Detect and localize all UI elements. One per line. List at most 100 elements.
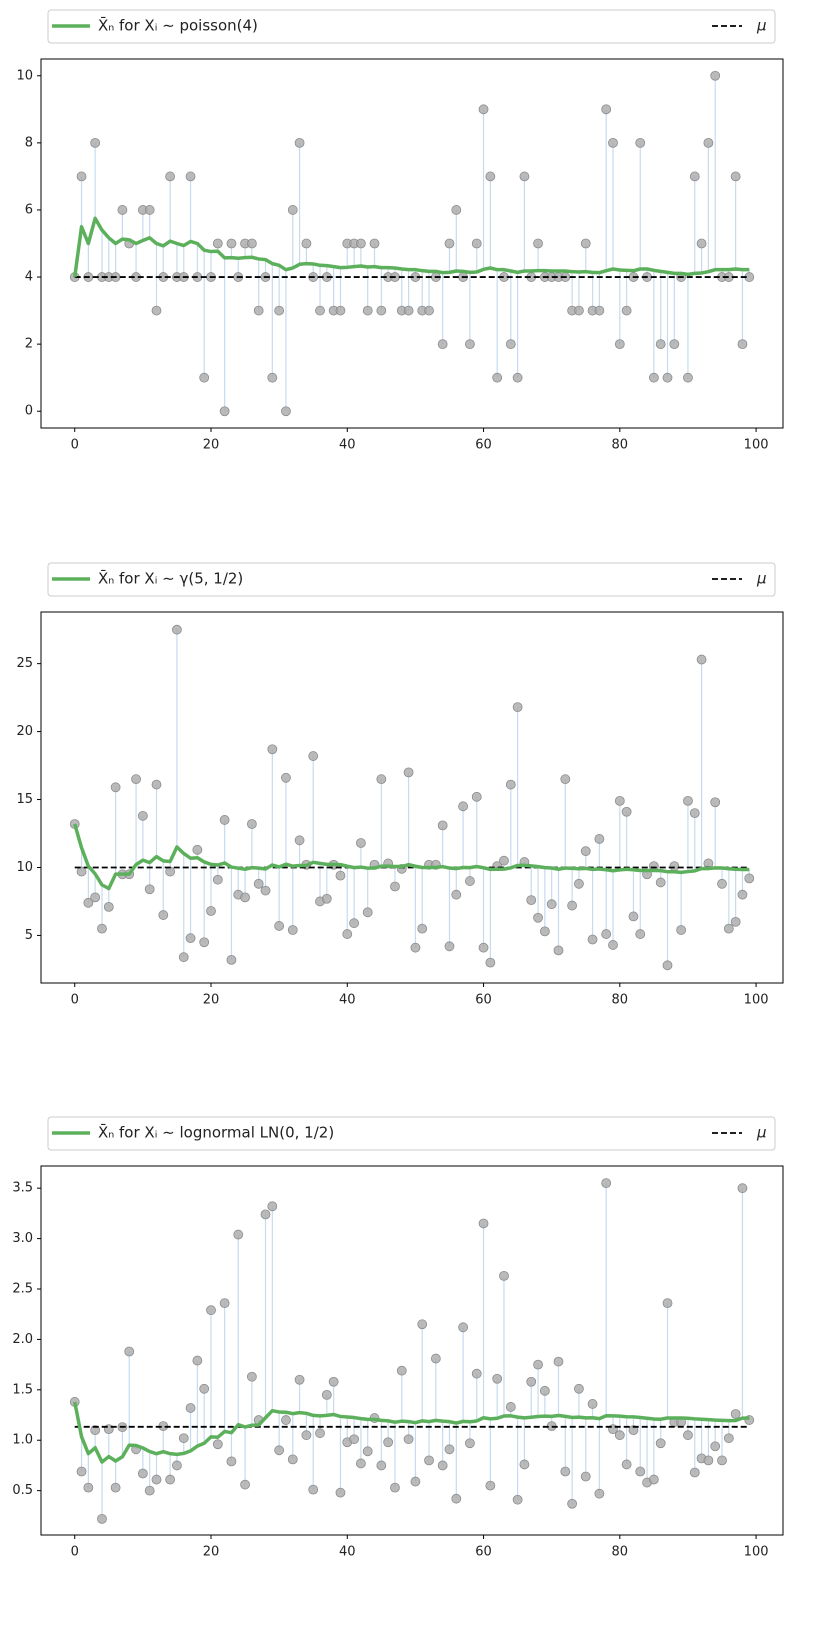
sample-point: [587, 934, 598, 945]
x-tick-label: 20: [203, 1545, 220, 1560]
sample-point: [424, 1455, 434, 1466]
sample-point: [574, 305, 584, 316]
sample-point: [526, 1376, 537, 1387]
sample-point: [444, 1444, 455, 1455]
sample-point: [410, 1476, 421, 1487]
sample-point: [417, 923, 428, 934]
sample-point: [723, 1433, 734, 1444]
x-tick-label: 0: [71, 438, 79, 453]
sample-point: [676, 925, 687, 935]
sample-point: [539, 926, 550, 937]
y-tick-label: 0.5: [12, 1483, 33, 1498]
sample-point: [342, 929, 353, 939]
sample-point: [567, 1498, 578, 1509]
legend-label: X̄ₙ for Xᵢ ∼ poisson(4): [98, 16, 258, 35]
sample-point: [512, 702, 523, 713]
legend-mu-label: μ: [756, 570, 767, 588]
sample-point: [635, 1466, 646, 1477]
sample-point: [267, 1201, 278, 1212]
x-tick-label: 0: [71, 1545, 79, 1560]
x-tick-label: 60: [475, 993, 492, 1008]
sample-point: [723, 923, 734, 934]
sample-point: [689, 171, 700, 182]
sample-point: [730, 171, 741, 182]
sample-point: [260, 1209, 271, 1220]
y-tick-label: 1.0: [12, 1433, 33, 1448]
sample-point: [744, 873, 755, 884]
sample-point: [376, 1460, 387, 1471]
sample-point: [192, 844, 203, 855]
sample-point: [383, 1437, 394, 1448]
x-tick-label: 60: [475, 1545, 492, 1560]
y-tick-label: 10: [16, 860, 33, 875]
y-tick-label: 20: [16, 724, 33, 739]
sample-point: [212, 238, 223, 249]
sample-point: [212, 1439, 223, 1450]
sample-point: [608, 137, 618, 148]
sample-point: [267, 372, 278, 383]
sample-point: [614, 1430, 625, 1441]
sample-point: [485, 1480, 496, 1491]
sample-point: [144, 1485, 155, 1496]
sample-point: [655, 877, 666, 888]
sample-point: [465, 1438, 475, 1449]
sample-point: [601, 1178, 612, 1189]
sample-point: [689, 808, 700, 819]
sample-point: [478, 104, 489, 115]
sample-point: [185, 933, 196, 944]
legend-mu-label: μ: [756, 17, 767, 35]
sample-point: [737, 339, 748, 350]
sample-point: [165, 866, 176, 877]
y-tick-label: 2: [25, 337, 33, 352]
sample-point: [533, 238, 543, 249]
sample-point: [580, 238, 591, 249]
sample-point: [635, 137, 646, 148]
sample-point: [226, 238, 237, 249]
x-tick-label: 80: [612, 1545, 629, 1560]
sample-point: [614, 795, 625, 806]
sample-point: [308, 751, 319, 761]
sample-point: [390, 1482, 400, 1493]
sample-point: [553, 945, 564, 956]
sample-point: [206, 906, 216, 916]
sample-point: [560, 774, 571, 785]
sample-point: [655, 1438, 666, 1449]
axes-frame: [40, 611, 784, 984]
sample-point: [471, 238, 482, 249]
x-tick-label: 40: [339, 1545, 356, 1560]
sample-point: [485, 957, 496, 968]
sample-point: [315, 1428, 325, 1439]
axes-frame: [40, 58, 784, 429]
x-tick-label: 60: [475, 438, 492, 453]
running-mean-line: [72, 216, 750, 278]
sample-point: [683, 1430, 693, 1441]
y-tick-label: 2.5: [12, 1282, 33, 1297]
sample-point: [485, 171, 496, 182]
x-tick-label: 40: [339, 438, 356, 453]
sample-point: [301, 238, 312, 249]
sample-point: [451, 1493, 462, 1504]
sample-point: [321, 893, 332, 904]
sample-point: [240, 1479, 250, 1490]
sample-point: [621, 305, 632, 316]
sample-point: [260, 885, 271, 896]
sample-point: [662, 1298, 673, 1309]
sample-point: [90, 137, 101, 148]
sample-point: [321, 1389, 332, 1400]
sample-point: [737, 1183, 748, 1194]
sample-point: [737, 889, 748, 900]
sample-point: [533, 912, 543, 923]
sample-point: [465, 339, 475, 350]
sample-point: [294, 137, 305, 148]
sample-point: [83, 897, 94, 908]
sample-point: [97, 1513, 107, 1524]
sample-point: [294, 1374, 305, 1385]
sample-point: [621, 1459, 632, 1470]
legend-box: [47, 562, 776, 597]
sample-point: [662, 372, 673, 383]
sample-point: [219, 406, 230, 417]
sample-point: [212, 874, 223, 885]
sample-point: [124, 1346, 135, 1357]
running-mean-line: [73, 823, 750, 891]
y-tick-label: 1.5: [12, 1382, 33, 1397]
